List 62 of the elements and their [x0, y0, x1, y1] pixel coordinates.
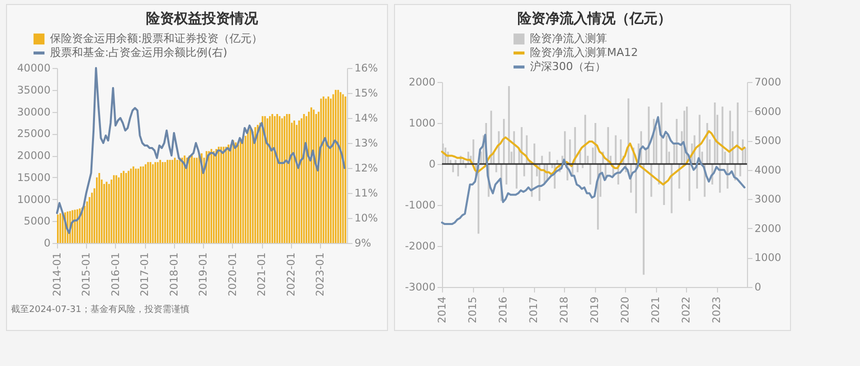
text: 截至2024-07-31；基金有风险，投资需谨慎	[11, 304, 190, 316]
y2-tick-label: 7000	[754, 76, 782, 88]
x-tick-label: 2015-01	[80, 252, 93, 296]
y2-tick-label: 15%	[354, 88, 378, 100]
x-tick-label: 2017-01	[139, 252, 152, 296]
y2-tick-label: 11%	[354, 188, 378, 200]
line-series	[441, 116, 746, 226]
x-tick-label: 2018	[558, 296, 570, 324]
x-tick-label: 2017	[528, 296, 540, 324]
chart-title: 险资净流入情况（亿元）	[518, 10, 672, 27]
y-tick-label: 2000	[408, 76, 436, 88]
x-tick-label: 2023	[711, 296, 723, 324]
y2-tick-label: 10%	[354, 212, 378, 224]
y2-tick-label: 16%	[354, 62, 378, 74]
y-tick-label: 35000	[17, 84, 50, 96]
y2-tick-label: 6000	[754, 106, 782, 118]
line-series	[56, 67, 346, 234]
legend-label: 沪深300（右）	[530, 60, 606, 73]
y2-tick-label: 1000	[754, 252, 782, 264]
legend-label: 险资净流入测算MA12	[530, 46, 638, 59]
x-tick-label: 2021-01	[256, 252, 268, 296]
chart-title: 险资权益投资情况	[146, 11, 259, 27]
x-tick-label: 2019-01	[198, 252, 210, 296]
x-tick-label: 2020-01	[226, 252, 239, 296]
x-tick-label: 2015	[467, 296, 479, 324]
x-tick-label: 2016-01	[110, 252, 122, 296]
y-tick-label: -1000	[404, 200, 436, 212]
y2-tick-label: 3000	[754, 194, 782, 206]
y-tick-label: 1000	[408, 118, 436, 130]
x-tick-label: 2022	[680, 296, 692, 324]
y-tick-label: 0	[428, 158, 436, 170]
legend-label: 股票和基金:占资金运用余额比例(右)	[50, 46, 228, 59]
y2-tick-label: 9%	[354, 238, 372, 250]
legend-label: 险资净流入测算	[530, 32, 607, 45]
x-tick-label: 2016	[498, 296, 510, 324]
y-tick-label: 40000	[17, 62, 50, 74]
x-tick-label: 2014-01	[52, 252, 64, 296]
y-tick-label: 25000	[17, 128, 50, 140]
x-tick-label: 2019	[589, 296, 601, 324]
y2-tick-label: 4000	[754, 164, 782, 176]
y2-tick-label: 14%	[354, 112, 378, 124]
y2-tick-label: 13%	[354, 138, 378, 150]
y2-tick-label: 2000	[754, 222, 782, 235]
y-tick-label: -2000	[404, 240, 436, 252]
x-tick-label: 2018-01	[168, 252, 180, 296]
x-tick-label: 2021	[650, 296, 662, 324]
x-tick-label: 2022-01	[285, 252, 298, 296]
y-tick-label: 0	[44, 238, 50, 250]
y-tick-label: -3000	[404, 282, 436, 294]
y-tick-label: 15000	[17, 172, 50, 184]
legend-label: 保险资金运用余额:股票和证券投资（亿元）	[50, 32, 263, 45]
y2-tick-label: 12%	[354, 162, 378, 174]
y-tick-label: 30000	[17, 106, 50, 118]
y-tick-label: 5000	[24, 216, 50, 228]
y-tick-label: 10000	[17, 194, 50, 206]
line-series	[441, 130, 746, 186]
x-tick-label: 2014	[436, 296, 448, 324]
y2-tick-label: 0	[754, 282, 762, 294]
x-tick-label: 2023-01	[314, 252, 327, 296]
x-tick-label: 2020	[620, 296, 632, 324]
y2-tick-label: 5000	[754, 135, 782, 148]
y-tick-label: 20000	[17, 150, 50, 162]
